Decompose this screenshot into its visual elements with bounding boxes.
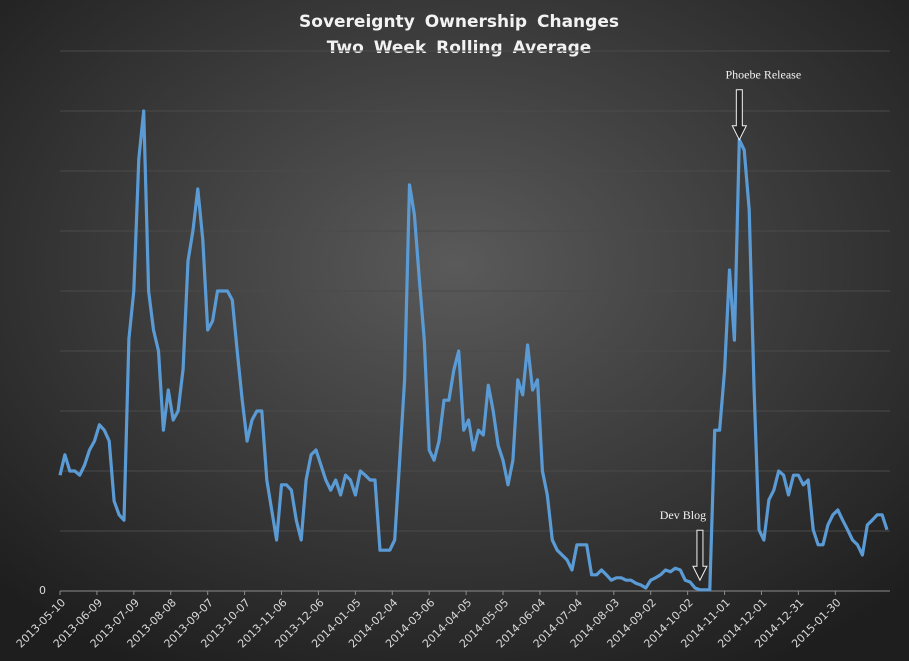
y-tick-label: 0 <box>39 584 46 597</box>
annotation-label: Dev Blog <box>660 508 706 522</box>
chart-subtitle: Two Week Rolling Average <box>327 38 592 58</box>
annotation-arrow <box>731 89 748 141</box>
data-line <box>58 109 889 592</box>
annotation-label: Phoebe Release <box>726 68 802 82</box>
annotation-arrow <box>692 529 708 582</box>
chart-title: Sovereignty Ownership Changes <box>299 12 619 32</box>
